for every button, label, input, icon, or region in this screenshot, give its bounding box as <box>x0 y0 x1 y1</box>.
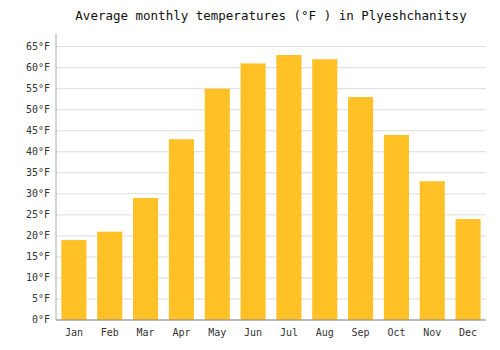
y-tick-label: 35°F <box>26 167 50 178</box>
x-tick-label: Oct <box>387 327 405 338</box>
y-tick-label: 10°F <box>26 272 50 283</box>
grid-line <box>56 109 486 110</box>
x-tick-label: Aug <box>316 327 334 338</box>
y-tick-label: 15°F <box>26 251 50 262</box>
x-axis: Jan Feb Mar Apr May Jun Jul Aug Sep Oct Nov Dec <box>65 327 477 338</box>
bar <box>61 240 86 320</box>
y-tick-label: 40°F <box>26 146 50 157</box>
bar <box>420 181 445 320</box>
x-axis-line <box>56 320 486 321</box>
grid-line <box>56 151 486 152</box>
x-tick-label: Jan <box>65 327 83 338</box>
y-tick-label: 5°F <box>32 293 50 304</box>
grid-line <box>56 88 486 89</box>
y-tick-label: 50°F <box>26 104 50 115</box>
grid <box>56 47 486 320</box>
x-tick-label: Apr <box>172 327 190 338</box>
bar <box>169 139 194 320</box>
x-tick-label: Feb <box>101 327 119 338</box>
y-tick-label: 30°F <box>26 188 50 199</box>
grid-line <box>56 67 486 68</box>
chart: 0°F 5°F 10°F 15°F 20°F 25°F 30°F 35°F 40°F 45°F 50… <box>0 0 500 350</box>
grid-line <box>56 172 486 173</box>
x-tick-label: Dec <box>459 327 477 338</box>
x-tick-label: Mar <box>137 327 155 338</box>
x-tick-label: Jul <box>280 327 298 338</box>
grid-line <box>56 320 486 321</box>
x-tick-label: Jun <box>244 327 262 338</box>
bar <box>312 59 337 320</box>
y-axis-line <box>56 34 57 320</box>
grid-line <box>56 130 486 131</box>
y-tick-label: 0°F <box>32 314 50 325</box>
bar <box>348 97 373 320</box>
x-tick-label: May <box>208 327 226 338</box>
x-tick-label: Sep <box>352 327 370 338</box>
y-tick-label: 25°F <box>26 209 50 220</box>
bar <box>97 232 122 320</box>
title: Average monthly temperatures (°F ) in Pl… <box>75 8 467 23</box>
y-axis: 0°F 5°F 10°F 15°F 20°F 25°F 30°F 35°F 40°F 45°F 50… <box>26 41 50 325</box>
y-tick-label: 20°F <box>26 230 50 241</box>
bar <box>456 219 481 320</box>
y-tick-label: 65°F <box>26 41 50 52</box>
y-tick-label: 55°F <box>26 83 50 94</box>
bar <box>133 198 158 320</box>
bar <box>276 55 301 320</box>
bar <box>384 135 409 320</box>
bar <box>241 63 266 320</box>
x-tick-label: Nov <box>423 327 441 338</box>
bars <box>61 55 480 320</box>
page: {"chart_data": {"type": "bar", "title": … <box>0 0 500 350</box>
y-tick-label: 45°F <box>26 125 50 136</box>
bar <box>205 89 230 320</box>
grid-line <box>56 46 486 47</box>
y-tick-label: 60°F <box>26 62 50 73</box>
